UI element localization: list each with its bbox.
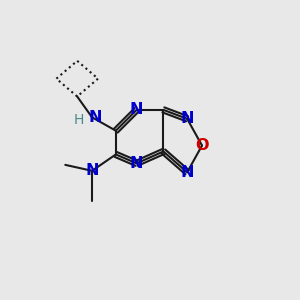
Text: N: N	[130, 102, 143, 117]
Text: N: N	[85, 163, 99, 178]
Text: N: N	[130, 156, 143, 171]
Text: N: N	[180, 165, 194, 180]
Text: H: H	[74, 113, 84, 127]
Text: N: N	[180, 111, 194, 126]
Text: N: N	[88, 110, 102, 125]
Text: O: O	[195, 138, 209, 153]
